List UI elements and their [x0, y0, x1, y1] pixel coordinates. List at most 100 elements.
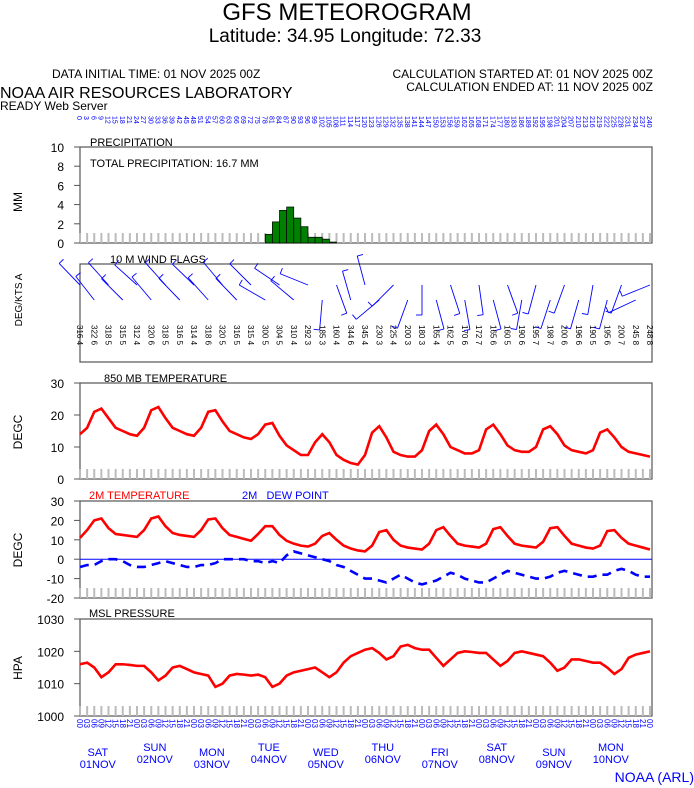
forecast-hour-label: 75: [253, 116, 260, 124]
wind-barb-flag: [391, 325, 398, 329]
wind-dir-label: 344 6: [346, 325, 355, 346]
forecast-hour-label: 39: [168, 116, 175, 124]
hour-label: 15: [168, 719, 177, 728]
wind-dir-label: 310 4: [289, 325, 298, 346]
wind-barb-flag: [495, 328, 502, 331]
day-of-week-label: SAT: [88, 747, 109, 759]
wind-barb: [610, 284, 622, 314]
forecast-hour-label: 33: [153, 116, 160, 124]
wind-barb-flag: [145, 258, 151, 264]
wind-dir-label: 196 6: [574, 325, 583, 346]
wind-barb-flag: [605, 307, 609, 313]
precip-bar: [272, 221, 280, 244]
wind-barb: [371, 284, 394, 307]
y-tick-label: 10: [51, 534, 65, 548]
wind-dir-label: 316 4: [75, 325, 84, 346]
forecast-hour-label: 117: [353, 116, 360, 127]
wind-barb: [280, 273, 309, 286]
ylabel-2m: DEGC: [11, 532, 25, 567]
day-of-week-label: MON: [598, 742, 624, 754]
wind-barb: [608, 299, 636, 314]
precip-title: PRECIPITATION: [90, 137, 173, 149]
wind-barb: [356, 255, 366, 286]
wind-dir-label: 316 5: [232, 325, 241, 346]
wind-barb: [88, 262, 109, 286]
hour-label: 18: [175, 719, 184, 728]
wind-barb: [215, 278, 238, 301]
forecast-hour-label: 177: [495, 116, 502, 128]
wind-barb: [114, 264, 138, 286]
forecast-hour-label: 108: [332, 116, 339, 128]
wind-barb: [464, 299, 471, 330]
forecast-hour-label: 99: [310, 116, 317, 124]
hour-label: 09: [609, 719, 618, 728]
t850-line: [79, 405, 651, 467]
forecast-hour-label: 150: [431, 116, 438, 128]
wind-barb-flag: [510, 328, 517, 330]
forecast-hour-label: 81: [267, 116, 274, 124]
forecast-hour-label: 9: [96, 116, 103, 120]
calc-ended: CALCULATION ENDED AT: 11 NOV 2025 00Z: [406, 80, 653, 94]
precip-bar: [293, 217, 302, 244]
forecast-hour-label: 144: [417, 116, 424, 128]
forecast-hour-label: 78: [260, 116, 267, 124]
forecast-hour-label: 153: [438, 116, 445, 128]
wind-dir-label: 230 3: [374, 325, 383, 346]
forecast-hour-label: 69: [239, 116, 246, 124]
wind-barb: [478, 284, 484, 315]
forecast-hour-label: 51: [196, 116, 203, 124]
forecast-hour-label: 165: [467, 116, 474, 128]
wind-dir-label: 190 5: [588, 325, 597, 346]
hour-label: 00: [246, 719, 255, 728]
wind-title: 10 M WIND FLAGS: [110, 254, 206, 266]
wind-dir-label: 292 3: [303, 325, 312, 346]
hour-label: 12: [617, 719, 626, 728]
forecast-hour-label: 192: [531, 116, 538, 128]
wind-dir-label: 200 7: [617, 325, 626, 346]
wind-dir-label: 170 6: [460, 325, 469, 346]
forecast-hour-label: 6: [89, 116, 96, 120]
forecast-hour-label: 138: [403, 116, 410, 128]
hour-label: 12: [503, 719, 512, 728]
forecast-hour-label: 114: [346, 116, 353, 127]
hour-label: 06: [260, 719, 269, 728]
wind-barb-flag: [564, 326, 571, 330]
precip-bar: [264, 234, 273, 244]
hour-label: 06: [203, 719, 212, 728]
y-tick-label: 0: [57, 553, 64, 567]
hour-label: 00: [474, 719, 483, 728]
date-label: 10NOV: [593, 754, 630, 766]
hour-label: 06: [488, 719, 497, 728]
wind-barb-flag: [254, 262, 259, 269]
hour-label: 21: [296, 719, 305, 728]
wind-barb-flag: [202, 257, 209, 263]
legend-2m-temp: 2M TEMPERATURE: [89, 490, 189, 502]
hour-label: 03: [367, 719, 376, 728]
hour-label: 12: [275, 719, 284, 728]
forecast-hour-label: 15: [111, 116, 118, 124]
wind-dir-label: 312 4: [132, 325, 141, 346]
precip-bar: [307, 236, 316, 244]
day-of-week-label: MON: [199, 747, 225, 759]
wind-dir-label: 195 7: [531, 325, 540, 346]
forecast-hour-label: 102: [317, 116, 324, 128]
wind-barb-flag: [477, 314, 484, 316]
y-tick-label: 30: [51, 495, 65, 509]
forecast-hour-label: 30: [146, 116, 153, 124]
wind-barb-flag: [342, 269, 349, 272]
hour-label: 00: [645, 719, 654, 728]
hour-label: 18: [289, 719, 298, 728]
wind-barb: [540, 299, 551, 329]
hour-label: 03: [538, 719, 547, 728]
wind-barb-flag: [158, 273, 164, 279]
hour-label: 18: [517, 719, 526, 728]
day-of-week-label: THU: [372, 742, 395, 754]
forecast-hour-label: 48: [189, 116, 196, 124]
t850-title: 850 MB TEMPERATURE: [104, 373, 227, 385]
hour-label: 03: [253, 719, 262, 728]
hour-label: 21: [467, 719, 476, 728]
y-tick-label: 20: [51, 409, 65, 423]
wind-barb-flag: [581, 313, 588, 315]
wind-barb-flag: [58, 258, 64, 264]
wind-dir-label: 300 5: [260, 325, 269, 346]
